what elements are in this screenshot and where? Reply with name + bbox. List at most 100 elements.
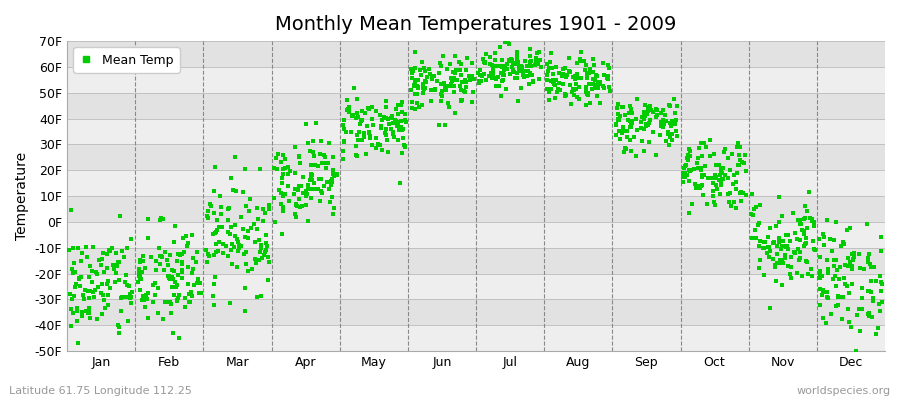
Point bbox=[275, 230, 290, 237]
Point bbox=[304, 186, 319, 192]
Point bbox=[65, 266, 79, 272]
Point bbox=[418, 68, 433, 74]
Point bbox=[797, 214, 812, 221]
Point bbox=[581, 92, 596, 99]
Point bbox=[278, 156, 293, 162]
Point bbox=[327, 173, 341, 179]
Point bbox=[307, 180, 321, 186]
Point bbox=[398, 116, 412, 123]
Point bbox=[842, 263, 856, 269]
Point bbox=[394, 102, 409, 108]
Point bbox=[101, 292, 115, 298]
Point bbox=[210, 228, 224, 235]
Point bbox=[296, 190, 310, 196]
Point bbox=[373, 112, 387, 118]
Point bbox=[780, 243, 795, 250]
Point bbox=[515, 63, 529, 70]
Point bbox=[694, 140, 708, 146]
Point bbox=[465, 59, 480, 66]
Point bbox=[466, 89, 481, 95]
Point bbox=[845, 251, 859, 257]
Point bbox=[720, 191, 734, 197]
Point bbox=[520, 63, 535, 69]
Point bbox=[336, 148, 350, 154]
Point bbox=[302, 177, 317, 183]
Point bbox=[81, 310, 95, 316]
Point bbox=[395, 150, 410, 156]
Point bbox=[356, 134, 371, 140]
Point bbox=[132, 275, 147, 282]
Point bbox=[814, 292, 829, 299]
Point bbox=[857, 266, 871, 272]
Point bbox=[855, 284, 869, 291]
Title: Monthly Mean Temperatures 1901 - 2009: Monthly Mean Temperatures 1901 - 2009 bbox=[275, 15, 677, 34]
Point bbox=[463, 77, 477, 83]
Point bbox=[552, 70, 566, 76]
Point bbox=[682, 148, 697, 154]
Point bbox=[432, 122, 446, 128]
Point bbox=[64, 306, 78, 312]
Point bbox=[298, 188, 312, 194]
Point bbox=[339, 107, 354, 113]
Point bbox=[589, 72, 603, 79]
Point bbox=[86, 294, 101, 300]
Point bbox=[336, 122, 350, 128]
Point bbox=[510, 56, 525, 62]
Point bbox=[544, 64, 559, 71]
Point bbox=[338, 129, 353, 136]
Point bbox=[438, 87, 453, 93]
Point bbox=[773, 257, 788, 263]
Point bbox=[349, 96, 364, 102]
Point bbox=[583, 65, 598, 72]
Point bbox=[357, 110, 372, 117]
Point bbox=[257, 210, 272, 216]
Point bbox=[844, 324, 859, 330]
Point bbox=[558, 92, 572, 99]
Bar bbox=[67, 119, 885, 144]
Point bbox=[395, 109, 410, 115]
Point bbox=[528, 55, 543, 61]
Point bbox=[843, 225, 858, 232]
Point bbox=[153, 261, 167, 268]
Point bbox=[544, 50, 558, 56]
Point bbox=[506, 66, 520, 73]
Point bbox=[108, 279, 122, 286]
Point bbox=[413, 67, 428, 74]
Point bbox=[566, 74, 580, 80]
Point bbox=[836, 294, 850, 300]
Point bbox=[801, 270, 815, 277]
Point bbox=[477, 71, 491, 78]
Point bbox=[545, 70, 560, 77]
Point bbox=[281, 164, 295, 170]
Point bbox=[646, 128, 661, 135]
Point bbox=[847, 250, 861, 256]
Point bbox=[104, 244, 119, 251]
Point bbox=[861, 255, 876, 261]
Point bbox=[734, 198, 748, 204]
Point bbox=[474, 72, 489, 79]
Point bbox=[868, 278, 883, 284]
Point bbox=[425, 73, 439, 80]
Point bbox=[760, 244, 775, 250]
Point bbox=[775, 282, 789, 288]
Point bbox=[681, 210, 696, 216]
Point bbox=[847, 254, 861, 260]
Point bbox=[136, 258, 150, 264]
Point bbox=[75, 250, 89, 256]
Point bbox=[623, 118, 637, 124]
Point bbox=[154, 214, 168, 221]
Point bbox=[500, 66, 514, 72]
Point bbox=[420, 74, 435, 81]
Point bbox=[555, 81, 570, 87]
Point bbox=[778, 232, 793, 238]
Point bbox=[827, 263, 842, 269]
Point bbox=[206, 210, 220, 216]
Point bbox=[328, 171, 342, 177]
Point bbox=[410, 100, 424, 106]
Point bbox=[573, 75, 588, 81]
Point bbox=[581, 90, 596, 96]
Point bbox=[300, 191, 314, 198]
Point bbox=[714, 169, 728, 176]
Point bbox=[248, 260, 263, 266]
Point bbox=[556, 71, 571, 78]
